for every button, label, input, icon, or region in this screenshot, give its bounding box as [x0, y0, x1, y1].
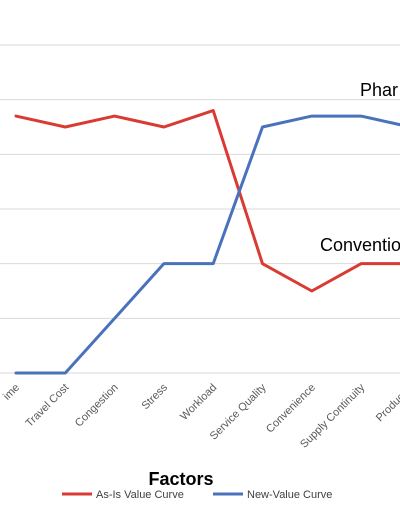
x-axis-title: Factors — [148, 469, 213, 489]
x-tick-label: Stress — [139, 381, 170, 412]
x-tick-label: Workload — [178, 382, 219, 423]
x-tick-label: ime — [1, 382, 22, 403]
x-tick-label: Productivi — [374, 382, 400, 425]
series-lines — [14, 109, 400, 375]
annotation-conventio: Conventio — [320, 235, 400, 255]
gridlines — [0, 44, 400, 374]
series-line-as-is — [14, 109, 400, 293]
x-tick-label: Convenience — [264, 382, 318, 436]
annotation-phar: Phar — [360, 80, 398, 100]
series-line-new-value — [14, 114, 400, 375]
legend-label-new-value: New-Value Curve — [247, 489, 332, 501]
x-tick-label: Travel Cost — [23, 382, 71, 430]
legend: As-Is Value Curve New-Value Curve — [62, 489, 332, 501]
x-tick-label: Congestion — [73, 382, 121, 430]
legend-label-as-is: As-Is Value Curve — [96, 489, 184, 501]
x-axis-tick-labels: ime Travel Cost Congestion Stress WorkloadSe… — [1, 381, 400, 450]
